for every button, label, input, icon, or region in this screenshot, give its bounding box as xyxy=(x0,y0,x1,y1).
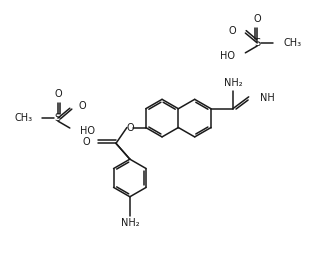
Text: CH₃: CH₃ xyxy=(14,113,32,123)
Text: NH₂: NH₂ xyxy=(121,219,139,228)
Text: O: O xyxy=(54,89,62,99)
Text: O: O xyxy=(79,101,86,111)
Text: HO: HO xyxy=(80,126,95,136)
Text: O: O xyxy=(254,14,261,24)
Text: O: O xyxy=(229,26,237,36)
Text: HO: HO xyxy=(220,51,236,61)
Text: NH₂: NH₂ xyxy=(223,78,242,88)
Text: NH: NH xyxy=(260,93,274,103)
Text: O: O xyxy=(126,123,134,133)
Text: O: O xyxy=(82,137,90,147)
Text: CH₃: CH₃ xyxy=(283,38,301,48)
Text: S: S xyxy=(254,38,260,48)
Text: S: S xyxy=(55,113,61,123)
